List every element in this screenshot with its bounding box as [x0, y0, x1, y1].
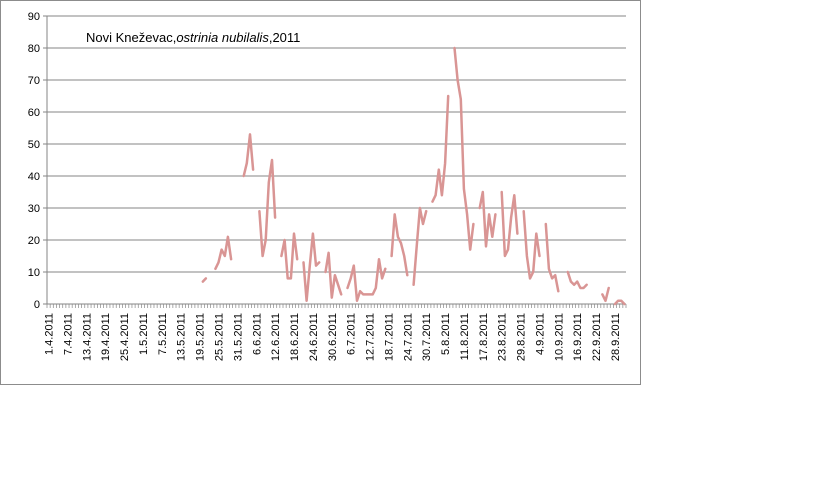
- x-tick-label: 18.7.2011: [383, 313, 395, 361]
- series-line-segment: [214, 235, 233, 271]
- series-line-segment: [478, 190, 497, 248]
- series-lines: [201, 46, 626, 306]
- x-tick-label: 13.4.2011: [81, 313, 93, 361]
- series-line-segment: [431, 94, 450, 203]
- y-tick-label: 90: [28, 11, 40, 23]
- y-axis-labels: 0 10 20 30 40 50 60 70 80 90: [28, 11, 40, 311]
- series-line-segment: [566, 270, 588, 290]
- x-tick-label: 12.7.2011: [365, 313, 377, 361]
- x-tick-label: 24.6.2011: [308, 313, 320, 361]
- x-tick-label: 16.9.2011: [572, 313, 584, 361]
- x-tick-label: 1.4.2011: [44, 313, 56, 355]
- x-tick-label: 7.5.2011: [157, 313, 169, 355]
- x-tick-label: 6.7.2011: [346, 313, 358, 355]
- chart-frame: [0, 0, 641, 385]
- y-tick-label: 70: [28, 75, 40, 87]
- y-tick-label: 50: [28, 139, 40, 151]
- x-tick-label: 24.7.2011: [402, 313, 414, 361]
- x-tick-label: 19.4.2011: [100, 313, 112, 361]
- series-line-segment: [324, 251, 343, 299]
- x-tick-label: 29.8.2011: [516, 313, 528, 361]
- x-tick-label: 25.4.2011: [119, 313, 131, 361]
- series-line-segment: [601, 286, 610, 303]
- x-tick-label: 11.8.2011: [459, 313, 471, 360]
- x-tick-label: 4.9.2011: [535, 313, 547, 355]
- y-tick-label: 40: [28, 171, 40, 183]
- chart-title: Novi Kneževac,ostrinia nubilalis,2011: [86, 30, 300, 45]
- title-year: ,2011: [269, 30, 301, 45]
- y-tick-label: 60: [28, 107, 40, 119]
- x-tick-label: 10.9.2011: [553, 313, 565, 361]
- x-tick-label: 25.5.2011: [214, 313, 226, 361]
- y-tick-label: 20: [28, 235, 40, 247]
- series-line-segment: [390, 213, 409, 277]
- series-line-segment: [258, 158, 277, 258]
- series-line-segment: [280, 232, 299, 280]
- y-tick-label: 0: [34, 299, 40, 311]
- x-tick-label: 19.5.2011: [195, 313, 207, 361]
- y-tick-label: 10: [28, 267, 40, 279]
- x-tick-label: 6.6.2011: [251, 313, 263, 355]
- series-line-segment: [242, 133, 255, 178]
- series-line-segment: [613, 299, 626, 306]
- series-line-segment: [500, 190, 519, 258]
- gridlines: [43, 15, 626, 305]
- x-tick-label: 13.5.2011: [176, 313, 188, 361]
- series-line-segment: [346, 257, 387, 303]
- x-tick-label: 18.6.2011: [289, 313, 301, 361]
- x-tick-label: 12.6.2011: [270, 313, 282, 361]
- series-line-segment: [201, 277, 208, 283]
- x-tick-label: 7.4.2011: [63, 313, 75, 355]
- x-tick-label: 17.8.2011: [478, 313, 490, 361]
- title-place: Novi Kneževac,: [86, 30, 176, 45]
- x-tick-label: 5.8.2011: [440, 313, 452, 355]
- series-line-segment: [544, 222, 560, 293]
- x-tick-label: 22.9.2011: [591, 313, 603, 361]
- series-line-segment: [522, 209, 541, 280]
- y-tick-label: 30: [28, 203, 40, 215]
- x-tick-label: 28.9.2011: [610, 313, 622, 361]
- x-axis: 1.4.2011 7.4.2011 13.4.2011 19.4.2011 25.4.2…: [44, 16, 627, 361]
- series-line-segment: [453, 46, 475, 251]
- x-tick-label: 1.5.2011: [138, 313, 150, 355]
- y-tick-label: 80: [28, 43, 40, 55]
- x-tick-label: 30.6.2011: [327, 313, 339, 361]
- x-tick-label: 31.5.2011: [232, 313, 244, 361]
- title-species: ostrinia nubilalis: [176, 30, 269, 45]
- series-line-segment: [412, 206, 428, 287]
- x-tick-label: 23.8.2011: [497, 313, 509, 361]
- x-tick-label: 30.7.2011: [421, 313, 433, 361]
- series-line-segment: [302, 232, 321, 303]
